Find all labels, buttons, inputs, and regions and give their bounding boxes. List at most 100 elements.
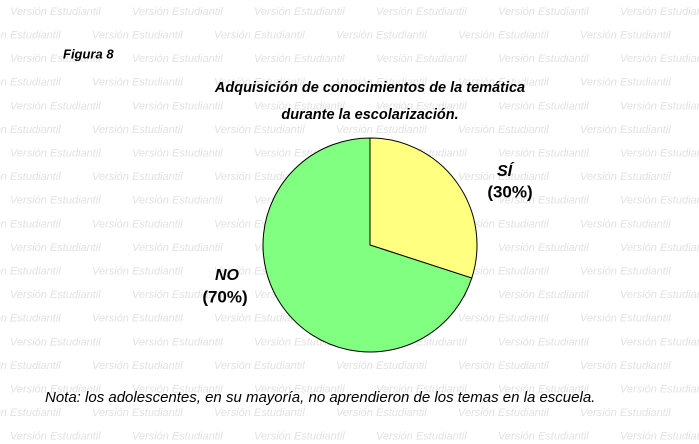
watermark-text: Versión Estudiantil bbox=[376, 100, 467, 112]
watermark-text: Versión Estudiantil bbox=[214, 171, 305, 183]
watermark-text: Versión Estudiantil bbox=[498, 431, 589, 443]
watermark-text: Versión Estudiantil bbox=[0, 30, 61, 42]
figure-label: Figura 8 bbox=[63, 46, 114, 61]
watermark-text: Versión Estudiantil bbox=[132, 289, 223, 301]
slice-label: SÍ bbox=[497, 161, 515, 180]
watermark-text: Versión Estudiantil bbox=[580, 313, 671, 325]
watermark-text: Versión Estudiantil bbox=[132, 53, 223, 65]
watermark-text: Versión Estudiantil bbox=[92, 360, 183, 372]
watermark-text: Versión Estudiantil bbox=[92, 313, 183, 325]
watermark-text: Versión Estudiantil bbox=[376, 53, 467, 65]
watermark-text: Versión Estudiantil bbox=[92, 171, 183, 183]
watermark-text: Versión Estudiantil bbox=[132, 384, 223, 396]
watermark-text: Versión Estudiantil bbox=[10, 195, 101, 207]
watermark-text: Versión Estudiantil bbox=[132, 242, 223, 254]
watermark-text: Versión Estudiantil bbox=[10, 384, 101, 396]
pie-slice bbox=[369, 137, 478, 279]
watermark-text: Versión Estudiantil bbox=[0, 218, 61, 230]
watermark-text: Versión Estudiantil bbox=[254, 100, 345, 112]
watermark-text: Versión Estudiantil bbox=[10, 6, 101, 18]
watermark-text: Versión Estudiantil bbox=[0, 313, 61, 325]
watermark-text: Versión Estudiantil bbox=[498, 384, 589, 396]
watermark-text: Versión Estudiantil bbox=[254, 384, 345, 396]
watermark-text: Versión Estudiantil bbox=[580, 171, 671, 183]
watermark-text: Versión Estudiantil bbox=[458, 77, 549, 89]
watermark-text: Versión Estudiantil bbox=[254, 431, 345, 443]
watermark-text: Versión Estudiantil bbox=[376, 6, 467, 18]
watermark-text: Versión Estudiantil bbox=[620, 384, 699, 396]
value-label: (70%) bbox=[202, 287, 247, 306]
watermark-text: Versión Estudiantil bbox=[580, 360, 671, 372]
watermark-text: Versión Estudiantil bbox=[498, 53, 589, 65]
watermark-text: Versión Estudiantil bbox=[10, 148, 101, 160]
watermark-layer: Versión Estudiantil Versión Estudiantil Ve… bbox=[0, 6, 699, 443]
watermark-text: Versión Estudiantil bbox=[580, 124, 671, 136]
watermark-text: Versión Estudiantil bbox=[458, 407, 549, 419]
watermark-text: Versión Estudiantil bbox=[336, 407, 427, 419]
watermark-text: Versión Estudiantil bbox=[620, 100, 699, 112]
watermark-text: Versión Estudiantil bbox=[580, 407, 671, 419]
watermark-text: Versión Estudiantil bbox=[0, 407, 61, 419]
watermark-text: Versión Estudiantil bbox=[620, 148, 699, 160]
chart-title: durante la escolarización. bbox=[281, 107, 458, 123]
watermark-text: Versión Estudiantil bbox=[376, 431, 467, 443]
watermark-text: Versión Estudiantil bbox=[10, 100, 101, 112]
watermark-text: Versión Estudiantil bbox=[214, 124, 305, 136]
watermark-text: Versión Estudiantil bbox=[0, 124, 61, 136]
watermark-text: Versión Estudiantil bbox=[10, 336, 101, 348]
watermark-text: Versión Estudiantil bbox=[498, 289, 589, 301]
watermark-text: Versión Estudiantil bbox=[132, 148, 223, 160]
watermark-text: Versión Estudiantil bbox=[132, 100, 223, 112]
watermark-text: Versión Estudiantil bbox=[620, 336, 699, 348]
watermark-text: Versión Estudiantil bbox=[620, 242, 699, 254]
watermark-text: Versión Estudiantil bbox=[0, 360, 61, 372]
watermark-text: Versión Estudiantil bbox=[336, 360, 427, 372]
watermark-text: Versión Estudiantil bbox=[132, 336, 223, 348]
watermark-text: Versión Estudiantil bbox=[92, 407, 183, 419]
watermark-text: Versión Estudiantil bbox=[0, 171, 61, 183]
watermark-text: Versión Estudiantil bbox=[498, 195, 589, 207]
watermark-text: Versión Estudiantil bbox=[132, 195, 223, 207]
watermark-text: Versión Estudiantil bbox=[0, 77, 61, 89]
watermark-text: Versión Estudiantil bbox=[214, 77, 305, 89]
watermark-text: Versión Estudiantil bbox=[336, 30, 427, 42]
value-label: (30%) bbox=[487, 182, 532, 201]
watermark-text: Versión Estudiantil bbox=[458, 30, 549, 42]
watermark-text: Versión Estudiantil bbox=[214, 407, 305, 419]
watermark-text: Versión Estudiantil bbox=[498, 148, 589, 160]
watermark-text: Versión Estudiantil bbox=[92, 30, 183, 42]
watermark-text: Versión Estudiantil bbox=[0, 266, 61, 278]
watermark-text: Versión Estudiantil bbox=[10, 289, 101, 301]
slice-label: NO bbox=[215, 267, 240, 284]
watermark-text: Versión Estudiantil bbox=[336, 124, 427, 136]
watermark-text: Versión Estudiantil bbox=[336, 77, 427, 89]
watermark-text: Versión Estudiantil bbox=[458, 313, 549, 325]
watermark-text: Versión Estudiantil bbox=[376, 384, 467, 396]
watermark-text: Versión Estudiantil bbox=[458, 171, 549, 183]
watermark-text: Versión Estudiantil bbox=[132, 431, 223, 443]
watermark-text: Versión Estudiantil bbox=[580, 77, 671, 89]
watermark-text: Versión Estudiantil bbox=[580, 218, 671, 230]
watermark-text: Versión Estudiantil bbox=[92, 124, 183, 136]
watermark-text: Versión Estudiantil bbox=[92, 77, 183, 89]
watermark-text: Versión Estudiantil bbox=[498, 6, 589, 18]
watermark-text: Versión Estudiantil bbox=[620, 195, 699, 207]
chart-title: Adquisición de conocimientos de la temát… bbox=[214, 80, 525, 96]
watermark-text: Versión Estudiantil bbox=[620, 289, 699, 301]
watermark-text: Versión Estudiantil bbox=[10, 53, 101, 65]
watermark-text: Versión Estudiantil bbox=[10, 431, 101, 443]
watermark-text: Versión Estudiantil bbox=[254, 53, 345, 65]
watermark-text: Versión Estudiantil bbox=[92, 218, 183, 230]
watermark-text: Versión Estudiantil bbox=[458, 266, 549, 278]
watermark-text: Versión Estudiantil bbox=[254, 6, 345, 18]
watermark-text: Versión Estudiantil bbox=[214, 30, 305, 42]
watermark-text: Versión Estudiantil bbox=[580, 30, 671, 42]
watermark-text: Versión Estudiantil bbox=[132, 6, 223, 18]
watermark-text: Versión Estudiantil bbox=[580, 266, 671, 278]
watermark-text: Versión Estudiantil bbox=[620, 6, 699, 18]
watermark-text: Versión Estudiantil bbox=[92, 266, 183, 278]
watermark-text: Versión Estudiantil bbox=[620, 431, 699, 443]
pie-slice bbox=[262, 137, 473, 353]
watermark-text: Versión Estudiantil bbox=[10, 242, 101, 254]
